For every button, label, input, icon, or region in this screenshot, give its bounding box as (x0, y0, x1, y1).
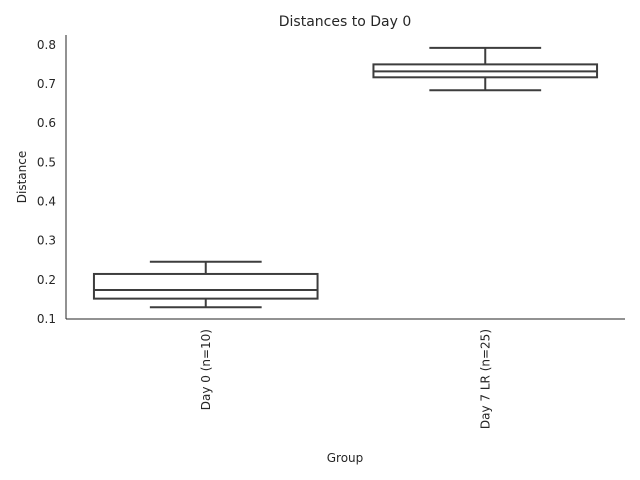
x-tick-label: Day 7 LR (n=25) (478, 329, 492, 429)
y-tick-label: 0.8 (37, 38, 56, 52)
y-tick-label: 0.3 (37, 234, 56, 248)
y-axis: 0.1 0.2 0.3 0.4 0.5 0.6 0.7 0.8 (37, 38, 56, 326)
box-group (372, 46, 599, 92)
y-tick-label: 0.1 (37, 312, 56, 326)
y-tick-label: 0.4 (37, 194, 56, 208)
x-axis-label: Group (327, 451, 364, 465)
x-tick-label: Day 0 (n=10) (199, 329, 213, 410)
y-tick-label: 0.7 (37, 77, 56, 91)
y-tick-label: 0.2 (37, 273, 56, 287)
y-axis-label: Distance (15, 151, 29, 203)
iqr-box (92, 272, 319, 300)
y-tick-label: 0.6 (37, 116, 56, 130)
x-axis: Day 0 (n=10) Day 7 LR (n=25) (199, 329, 493, 429)
plot-area (92, 46, 599, 309)
box-group (92, 260, 319, 309)
chart-title: Distances to Day 0 (279, 14, 411, 30)
y-tick-label: 0.5 (37, 155, 56, 169)
